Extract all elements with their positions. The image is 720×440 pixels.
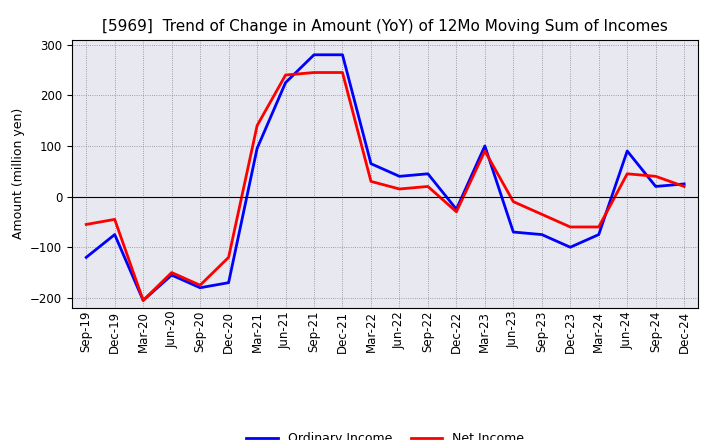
Net Income [395,187,404,192]
Net Income [452,209,461,214]
Y-axis label: Amount (million yen): Amount (million yen) [12,108,24,239]
Net Income [253,123,261,128]
Net Income [196,282,204,288]
Ordinary Income [680,181,688,187]
Ordinary Income [110,232,119,237]
Net Income [623,171,631,176]
Ordinary Income [167,272,176,278]
Ordinary Income [595,232,603,237]
Ordinary Income [196,285,204,290]
Ordinary Income [366,161,375,166]
Ordinary Income [139,298,148,303]
Ordinary Income [338,52,347,58]
Net Income [652,174,660,179]
Ordinary Income [225,280,233,285]
Ordinary Income [566,245,575,250]
Net Income [139,298,148,303]
Net Income [110,217,119,222]
Line: Net Income: Net Income [86,73,684,301]
Net Income [167,270,176,275]
Ordinary Income [82,255,91,260]
Net Income [282,73,290,78]
Net Income [225,255,233,260]
Net Income [566,224,575,230]
Net Income [338,70,347,75]
Line: Ordinary Income: Ordinary Income [86,55,684,301]
Ordinary Income [253,146,261,151]
Ordinary Income [480,143,489,149]
Net Income [537,212,546,217]
Ordinary Income [423,171,432,176]
Ordinary Income [537,232,546,237]
Ordinary Income [509,229,518,235]
Net Income [509,199,518,204]
Net Income [680,184,688,189]
Legend: Ordinary Income, Net Income: Ordinary Income, Net Income [241,427,529,440]
Ordinary Income [310,52,318,58]
Ordinary Income [282,80,290,85]
Ordinary Income [652,184,660,189]
Net Income [423,184,432,189]
Net Income [366,179,375,184]
Ordinary Income [395,174,404,179]
Net Income [480,148,489,154]
Net Income [310,70,318,75]
Ordinary Income [623,148,631,154]
Ordinary Income [452,207,461,212]
Net Income [82,222,91,227]
Net Income [595,224,603,230]
Title: [5969]  Trend of Change in Amount (YoY) of 12Mo Moving Sum of Incomes: [5969] Trend of Change in Amount (YoY) o… [102,19,668,34]
